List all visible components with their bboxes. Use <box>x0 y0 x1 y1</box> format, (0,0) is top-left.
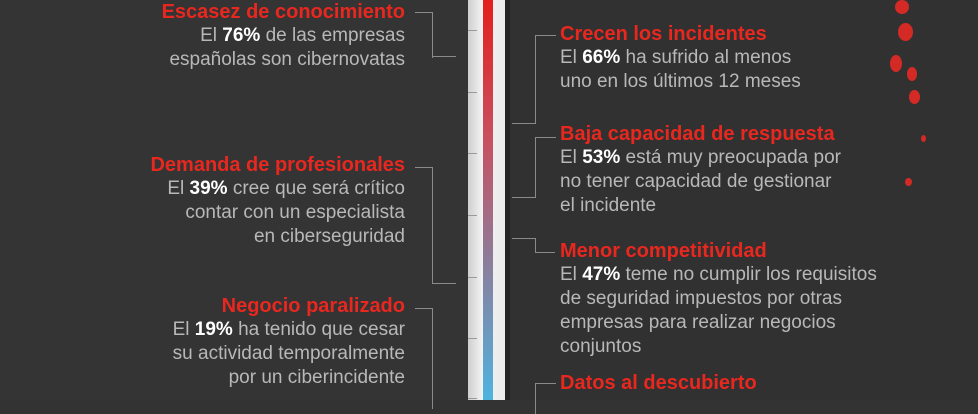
tick <box>468 338 477 339</box>
drop-decoration <box>907 67 917 81</box>
stat-percent: 39% <box>189 178 228 199</box>
stat-percent: 66% <box>582 47 621 68</box>
stat-text: El 76% de las empresas <box>162 24 405 48</box>
text: El <box>560 147 583 168</box>
stat-title: Baja capacidad de respuesta <box>560 123 835 145</box>
stat-title: Demanda de profesionales <box>150 154 405 176</box>
stat-title: Escasez de conocimiento <box>161 1 405 23</box>
stat-line: empresas para realizar negocios <box>560 312 836 333</box>
thermometer-gradient-bar <box>483 0 493 400</box>
connector <box>432 283 456 284</box>
stat-professional-demand: Demanda de profesionales El 39% cree que… <box>150 153 405 249</box>
connector <box>512 123 535 124</box>
stat-line: conjuntos <box>560 336 642 357</box>
stat-line: no tener capacidad de gestionar <box>560 171 832 192</box>
stat-title: Crecen los incidentes <box>560 23 767 45</box>
drop-decoration <box>909 90 920 104</box>
text: El <box>560 264 583 285</box>
stat-exposed-data: Datos al descubierto <box>560 371 757 395</box>
text: El <box>560 47 583 68</box>
stat-text: El 19% ha tenido que cesar <box>173 318 405 342</box>
connector <box>432 56 456 57</box>
stat-percent: 76% <box>222 25 261 46</box>
stat-line: uno en los últimos 12 meses <box>560 71 801 92</box>
text: cree que será crítico <box>227 178 405 199</box>
tick <box>468 398 477 399</box>
stat-line: por un ciberincidente <box>228 367 405 388</box>
stat-percent: 47% <box>582 264 621 285</box>
tick <box>468 215 477 216</box>
text: El <box>172 319 195 340</box>
stat-incidents-grow: Crecen los incidentes El 66% ha sufrido … <box>560 22 801 94</box>
text: ha tenido que cesar <box>232 319 405 340</box>
drop-decoration <box>890 55 902 72</box>
connector <box>415 308 433 409</box>
text: está muy preocupada por <box>620 147 841 168</box>
stat-line: de seguridad impuestos por otras <box>560 288 842 309</box>
tick <box>468 153 477 154</box>
stat-line: el incidente <box>560 195 657 216</box>
text: El <box>200 25 223 46</box>
connector <box>535 137 556 198</box>
drop-decoration <box>895 0 909 14</box>
stat-percent: 53% <box>582 147 621 168</box>
divider <box>505 0 510 400</box>
stat-title: Negocio paralizado <box>221 295 405 317</box>
stat-text: El 47% teme no cumplir los requisitos <box>560 263 877 287</box>
drop-decoration <box>898 23 913 41</box>
connector <box>535 35 556 124</box>
stat-text: El 39% cree que será crítico <box>150 177 405 201</box>
stat-knowledge-shortage: Escasez de conocimiento El 76% de las em… <box>162 0 405 72</box>
tick <box>468 30 477 31</box>
stat-title: Datos al descubierto <box>560 372 757 394</box>
stat-line: contar con un especialista <box>185 202 405 223</box>
text: ha sufrido al menos <box>620 47 792 68</box>
drop-decoration <box>921 135 926 142</box>
stat-percent: 19% <box>194 319 233 340</box>
connector <box>535 252 555 253</box>
tick <box>468 92 477 93</box>
stat-business-halted: Negocio paralizado El 19% ha tenido que … <box>173 294 405 390</box>
text: El <box>167 178 190 199</box>
stat-text: El 53% está muy preocupada por <box>560 146 841 170</box>
connector <box>512 238 536 253</box>
stat-competitiveness: Menor competitividad El 47% teme no cump… <box>560 239 877 359</box>
connector <box>535 383 556 414</box>
tick <box>468 277 477 278</box>
left-panel <box>0 0 468 400</box>
stat-text: El 66% ha sufrido al menos <box>560 46 801 70</box>
stat-title: Menor competitividad <box>560 240 767 262</box>
stat-line: en ciberseguridad <box>253 226 405 247</box>
connector <box>415 167 433 284</box>
stat-low-response: Baja capacidad de respuesta El 53% está … <box>560 122 841 218</box>
text: teme no cumplir los requisitos <box>620 264 877 285</box>
stat-line: su actividad temporalmente <box>172 343 405 364</box>
text: de las empresas <box>260 25 405 46</box>
connector <box>415 12 433 58</box>
drop-decoration <box>905 178 912 186</box>
stat-line: españolas son cibernovatas <box>169 49 405 70</box>
connector <box>512 197 535 198</box>
